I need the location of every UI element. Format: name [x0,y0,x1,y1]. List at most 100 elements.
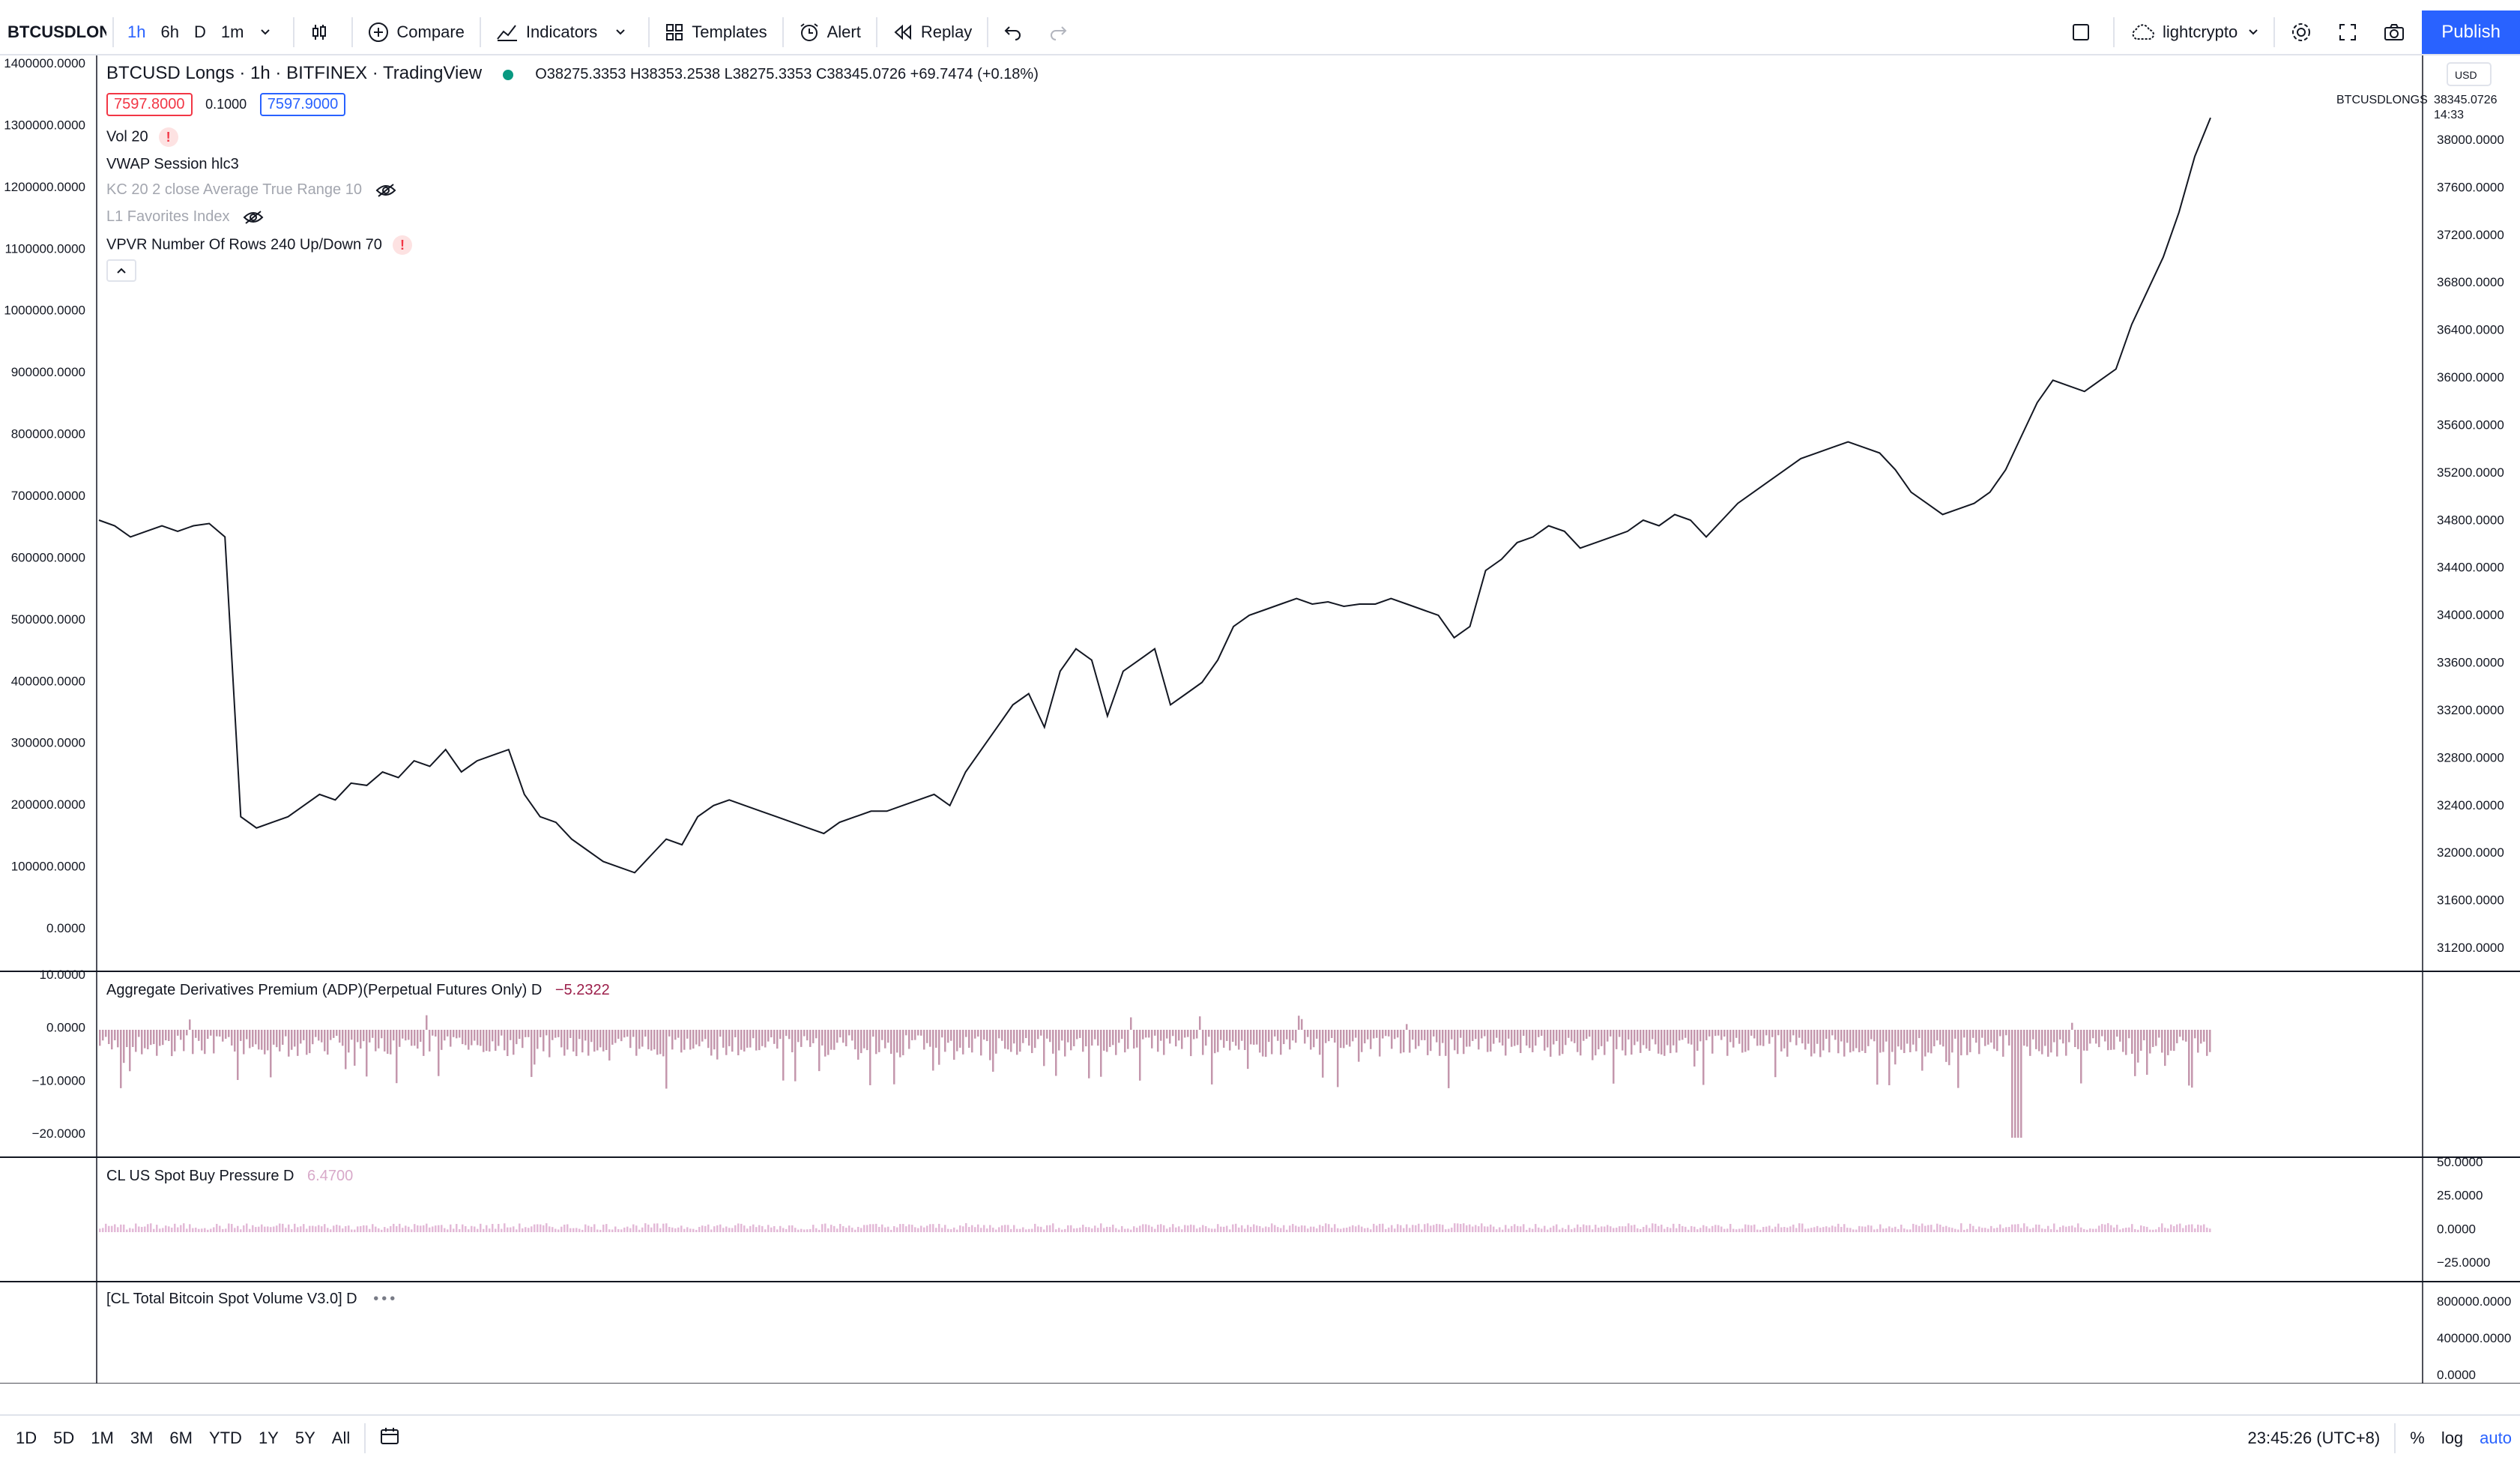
currency-button[interactable] [2447,62,2492,86]
adp-bar [516,1030,518,1045]
adp-bar [1475,1030,1477,1040]
layout-name-button[interactable]: lightcrypto [2121,10,2267,54]
range-3m[interactable]: 3M [130,1428,154,1447]
adp-bar [1837,1030,1840,1054]
indicator-vol[interactable]: Vol 20! [106,127,178,147]
publish-button[interactable]: Publish [2422,10,2520,54]
indicator-vwap[interactable]: VWAP Session hlc3 [106,156,239,173]
range-1d[interactable]: 1D [16,1428,37,1447]
spot-bar [1076,1228,1078,1232]
range-5d[interactable]: 5D [53,1428,75,1447]
chart-canvas[interactable]: 1400000.00001300000.00001200000.00001100… [0,55,2520,1384]
spot-bar [1819,1228,1822,1232]
undo-button[interactable] [994,10,1039,54]
spot-bar [477,1228,479,1232]
compare-button[interactable]: Compare [359,10,473,54]
adp-bar [1172,1030,1174,1037]
date-range-button[interactable] [372,1427,408,1450]
replay-button[interactable]: Replay [883,10,981,54]
adp-bar [1864,1030,1867,1053]
indicator-l1[interactable]: L1 Favorites Index [106,208,264,226]
redo-button[interactable] [1039,10,1084,54]
adp-bar [1834,1030,1837,1040]
range-1y[interactable]: 1Y [258,1428,279,1447]
chevron-up-icon [117,268,126,274]
range-5y[interactable]: 5Y [294,1428,315,1447]
spot-bar [848,1225,850,1232]
left-axis-tick: 900000.0000 [11,365,85,379]
timeframe-d[interactable]: D [193,22,206,41]
spot-bar [1565,1229,1567,1232]
indicator-kc[interactable]: KC 20 2 close Average True Range 10 [106,181,396,199]
bid-price[interactable]: 7597.8000 [106,93,193,116]
spot-bar [1699,1228,1702,1232]
templates-button[interactable]: Templates [656,10,776,54]
adp-bar [384,1030,386,1052]
series-title[interactable]: BTCUSD Longs · 1h · BITFINEX · TradingVi… [106,63,483,83]
adp-bar [1439,1030,1441,1056]
adp-axis[interactable]: 10.00000.0000−10.0000−20.0000 [32,968,85,1141]
auto-toggle[interactable]: auto [2480,1428,2512,1447]
adp-bar [2143,1030,2145,1041]
range-6m[interactable]: 6M [169,1428,193,1447]
right-price-axis[interactable]: 38000.000037600.000037200.000036800.0000… [2437,133,2504,955]
adp-bar [2155,1030,2157,1046]
range-1m[interactable]: 1M [91,1428,114,1447]
timeframe-1h[interactable]: 1h [127,22,146,41]
indicators-button[interactable]: Indicators [487,10,606,54]
spot-bar [360,1225,362,1232]
adp-bar [1409,1030,1411,1053]
adp-bar [1067,1030,1069,1043]
range-all[interactable]: All [331,1428,351,1447]
spot-bar [1789,1226,1792,1232]
spot-bar [752,1224,755,1232]
spot-bar [204,1228,206,1232]
chart-type-button[interactable] [300,10,345,54]
alert-button[interactable]: Alert [790,10,870,54]
spot-bar [186,1228,188,1232]
adp-bar [1139,1030,1141,1081]
more-options-icon[interactable]: ••• [373,1291,399,1307]
eye-hidden-icon[interactable] [375,183,396,198]
indicators-dropdown[interactable] [606,10,642,54]
spot-bar [402,1228,404,1232]
adp-bar [644,1030,647,1037]
adp-bar [348,1030,350,1053]
percent-toggle[interactable]: % [2410,1428,2425,1447]
layout-toggle-button[interactable] [2062,10,2107,54]
ask-price[interactable]: 7597.9000 [259,93,346,116]
adp-bar [1945,1030,1948,1062]
log-toggle[interactable]: log [2441,1428,2464,1447]
spot-bar [249,1228,251,1232]
spot-bar [1163,1225,1165,1232]
spot-bar [1840,1226,1843,1232]
eye-hidden-icon[interactable] [243,210,264,225]
adp-bar [1397,1030,1399,1038]
collapse-legend-button[interactable] [106,259,136,282]
left-price-axis[interactable]: 1400000.00001300000.00001200000.00001100… [4,56,85,935]
timeframe-6h[interactable]: 6h [160,22,179,41]
indicator-vpvr[interactable]: VPVR Number Of Rows 240 Up/Down 70! [106,235,412,255]
symbol-search[interactable]: BTCUSDLONGS [7,22,106,41]
fullscreen-button[interactable] [2329,10,2374,54]
settings-button[interactable] [2281,10,2329,54]
snapshot-button[interactable] [2374,10,2422,54]
adp-bar [959,1030,961,1048]
spot-bar [1687,1229,1690,1232]
timeframe-dropdown[interactable] [251,10,287,54]
adp-bar [1478,1030,1480,1050]
adp-bar [1157,1030,1159,1052]
warning-icon[interactable]: ! [392,235,412,255]
spot-bar [306,1228,308,1232]
range-ytd[interactable]: YTD [208,1428,242,1447]
volume-legend[interactable]: [CL Total Bitcoin Spot Volume V3.0] D ••… [106,1291,398,1308]
timeframe-1m[interactable]: 1m [220,22,244,41]
spot-bar [1226,1225,1228,1232]
clock[interactable]: 23:45:26 (UTC+8) [2247,1428,2381,1447]
right-axis-tick: 37600.0000 [2437,180,2504,194]
warning-icon[interactable]: ! [158,127,178,147]
adp-legend[interactable]: Aggregate Derivatives Premium (ADP)(Perp… [106,982,610,999]
spot-legend[interactable]: CL US Spot Buy Pressure D 6.4700 [106,1168,353,1185]
